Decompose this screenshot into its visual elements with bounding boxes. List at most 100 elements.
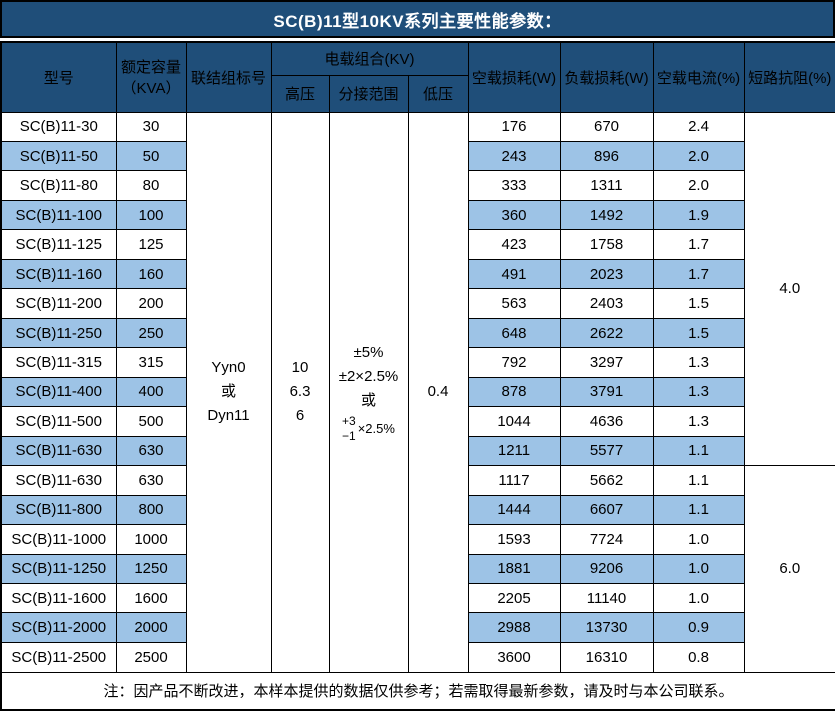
cell-no-load-loss: 360 (467, 199, 561, 231)
cell-no-load-current: 1.5 (652, 317, 745, 349)
table-row: SC(B)11-160 160 491 2023 1.7 (0, 258, 835, 290)
cell-load-loss: 1311 (559, 170, 654, 201)
cell-capacity: 250 (115, 317, 187, 349)
cell-no-load-loss: 3600 (467, 641, 561, 673)
cell-short-circuit-impedance: 4.0 (743, 111, 835, 467)
cell-capacity: 160 (115, 258, 187, 290)
cell-model: SC(B)11-630 (0, 435, 117, 467)
cell-load-loss: 896 (559, 140, 654, 172)
table-row: SC(B)11-250 250 648 2622 1.5 (0, 317, 835, 349)
cell-capacity: 400 (115, 376, 187, 408)
cell-load-loss: 4636 (559, 406, 654, 437)
cell-no-load-current: 1.9 (652, 199, 745, 231)
cell-no-load-current: 2.0 (652, 140, 745, 172)
table-row: SC(B)11-100 100 360 1492 1.9 (0, 199, 835, 231)
cell-capacity: 30 (115, 111, 187, 142)
cell-load-loss: 5577 (559, 435, 654, 467)
table-row: SC(B)11-1000 1000 1593 7724 1.0 (0, 524, 835, 555)
cell-no-load-current: 1.1 (652, 435, 745, 467)
cell-model: SC(B)11-2000 (0, 612, 117, 643)
cell-load-loss: 13730 (559, 612, 654, 643)
header-capacity-line1: 额定容量 (120, 59, 181, 77)
cell-capacity: 1250 (115, 553, 187, 585)
cell-no-load-loss: 648 (467, 317, 561, 349)
table-row: SC(B)11-200 200 563 2403 1.5 (0, 288, 835, 319)
cell-no-load-current: 1.3 (652, 376, 745, 408)
cell-load-loss: 2403 (559, 288, 654, 319)
cell-capacity: 80 (115, 170, 187, 201)
cell-no-load-current: 1.3 (652, 406, 745, 437)
cell-model: SC(B)11-250 (0, 317, 117, 349)
table-row: SC(B)11-1600 1600 2205 11140 1.0 (0, 582, 835, 614)
header-high-voltage: 高压 (270, 74, 330, 113)
tap-stacked-notation: +3 −1 ×2.5% (342, 413, 395, 443)
cell-no-load-loss: 176 (467, 111, 561, 142)
cell-model: SC(B)11-80 (0, 170, 117, 201)
table-body: SC(B)11-30 30 Yyn0 或 Dyn11 10 6.3 6 ±5% ±2×2.5% 或 +… (0, 111, 835, 673)
cell-capacity: 100 (115, 199, 187, 231)
cell-capacity: 630 (115, 465, 187, 496)
header-model: 型号 (0, 41, 117, 113)
cell-no-load-loss: 792 (467, 347, 561, 378)
cell-load-loss: 3297 (559, 347, 654, 378)
header-capacity-line2: （KVA） (121, 80, 181, 98)
page-title: SC(B)11型10KV系列主要性能参数： (273, 11, 562, 31)
cell-load-loss: 1492 (559, 199, 654, 231)
cell-model: SC(B)11-500 (0, 406, 117, 437)
cell-no-load-current: 0.8 (652, 641, 745, 673)
table-row: SC(B)11-315 315 792 3297 1.3 (0, 347, 835, 378)
cell-no-load-loss: 333 (467, 170, 561, 201)
cell-capacity: 125 (115, 229, 187, 260)
cell-model: SC(B)11-50 (0, 140, 117, 172)
table-row: SC(B)11-125 125 423 1758 1.7 (0, 229, 835, 260)
cell-no-load-loss: 878 (467, 376, 561, 408)
cell-no-load-current: 2.0 (652, 170, 745, 201)
cell-high-voltage: 10 6.3 6 (270, 111, 330, 673)
header-capacity: 额定容量 （KVA） (115, 41, 187, 113)
cell-no-load-current: 1.0 (652, 582, 745, 614)
title-bar: SC(B)11型10KV系列主要性能参数： (0, 0, 835, 38)
cell-load-loss: 7724 (559, 524, 654, 555)
header-low-voltage: 低压 (407, 74, 469, 113)
header-no-load-current: 空载电流(%) (652, 41, 745, 113)
table-row: SC(B)11-50 50 243 896 2.0 (0, 140, 835, 172)
parameters-table: 型号 额定容量 （KVA） 联结组标号 电载组合(KV) 空载损耗(W) 负载损… (0, 41, 835, 711)
header-no-load-loss: 空载损耗(W) (467, 41, 561, 113)
cell-load-loss: 16310 (559, 641, 654, 673)
cell-no-load-current: 1.3 (652, 347, 745, 378)
cell-capacity: 1600 (115, 582, 187, 614)
table-row: SC(B)11-2000 2000 2988 13730 0.9 (0, 612, 835, 643)
cell-model: SC(B)11-2500 (0, 641, 117, 673)
cell-model: SC(B)11-1000 (0, 524, 117, 555)
cell-no-load-loss: 491 (467, 258, 561, 290)
cell-no-load-current: 1.1 (652, 465, 745, 496)
table-footer: 注：因产品不断改进，本样本提供的数据仅供参考；若需取得最新参数，请及时与本公司联… (0, 671, 835, 711)
cell-capacity: 200 (115, 288, 187, 319)
cell-no-load-loss: 2205 (467, 582, 561, 614)
cell-no-load-loss: 243 (467, 140, 561, 172)
table-row: SC(B)11-630 630 1117 5662 1.1 6.0 (0, 465, 835, 673)
cell-load-loss: 2622 (559, 317, 654, 349)
cell-no-load-current: 1.0 (652, 553, 745, 585)
table-row: SC(B)11-800 800 1444 6607 1.1 (0, 494, 835, 526)
cell-model: SC(B)11-1250 (0, 553, 117, 585)
cell-no-load-current: 1.7 (652, 229, 745, 260)
cell-model: SC(B)11-200 (0, 288, 117, 319)
cell-no-load-current: 1.0 (652, 524, 745, 555)
cell-model: SC(B)11-800 (0, 494, 117, 526)
cell-capacity: 315 (115, 347, 187, 378)
header-connection-group: 联结组标号 (185, 41, 272, 113)
cell-no-load-current: 1.5 (652, 288, 745, 319)
table-row: SC(B)11-630 630 1211 5577 1.1 (0, 435, 835, 467)
cell-no-load-loss: 1593 (467, 524, 561, 555)
cell-no-load-loss: 423 (467, 229, 561, 260)
cell-model: SC(B)11-100 (0, 199, 117, 231)
cell-model: SC(B)11-125 (0, 229, 117, 260)
cell-no-load-current: 2.4 (652, 111, 745, 142)
cell-capacity: 1000 (115, 524, 187, 555)
cell-no-load-current: 1.7 (652, 258, 745, 290)
cell-no-load-loss: 1444 (467, 494, 561, 526)
cell-no-load-current: 1.1 (652, 494, 745, 526)
table-row: SC(B)11-80 80 333 1311 2.0 (0, 170, 835, 201)
